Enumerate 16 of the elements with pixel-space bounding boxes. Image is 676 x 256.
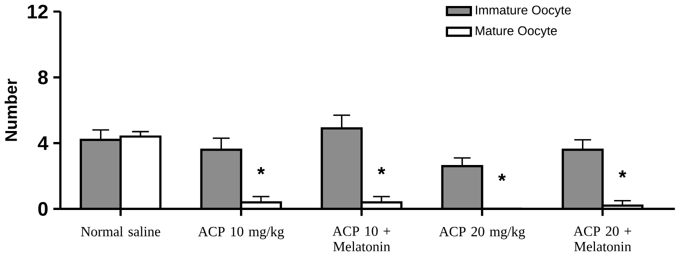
annotation: * bbox=[618, 170, 626, 178]
y-tick-label: 4 bbox=[38, 136, 48, 150]
legend-label: Immature Oocyte bbox=[476, 6, 571, 18]
annotation: * bbox=[378, 167, 386, 174]
x-tick-label: ACP 10 + Melatonin bbox=[332, 226, 390, 252]
y-tick-label: 12 bbox=[28, 4, 48, 18]
x-tick-label: ACP 20 + Melatonin bbox=[573, 226, 632, 252]
x-tick-label: ACP 20 mg/kg bbox=[439, 226, 525, 240]
y-tick-label: 0 bbox=[38, 202, 48, 216]
x-tick-label: Normal saline bbox=[80, 226, 160, 236]
x-tick-label: ACP 10 mg/kg bbox=[198, 226, 284, 240]
annotation: * bbox=[257, 167, 265, 174]
y-axis-title: Number bbox=[4, 78, 17, 141]
legend-label: Mature Oocyte bbox=[476, 26, 557, 38]
annotation: * bbox=[498, 174, 506, 181]
y-tick-label: 8 bbox=[38, 70, 48, 84]
